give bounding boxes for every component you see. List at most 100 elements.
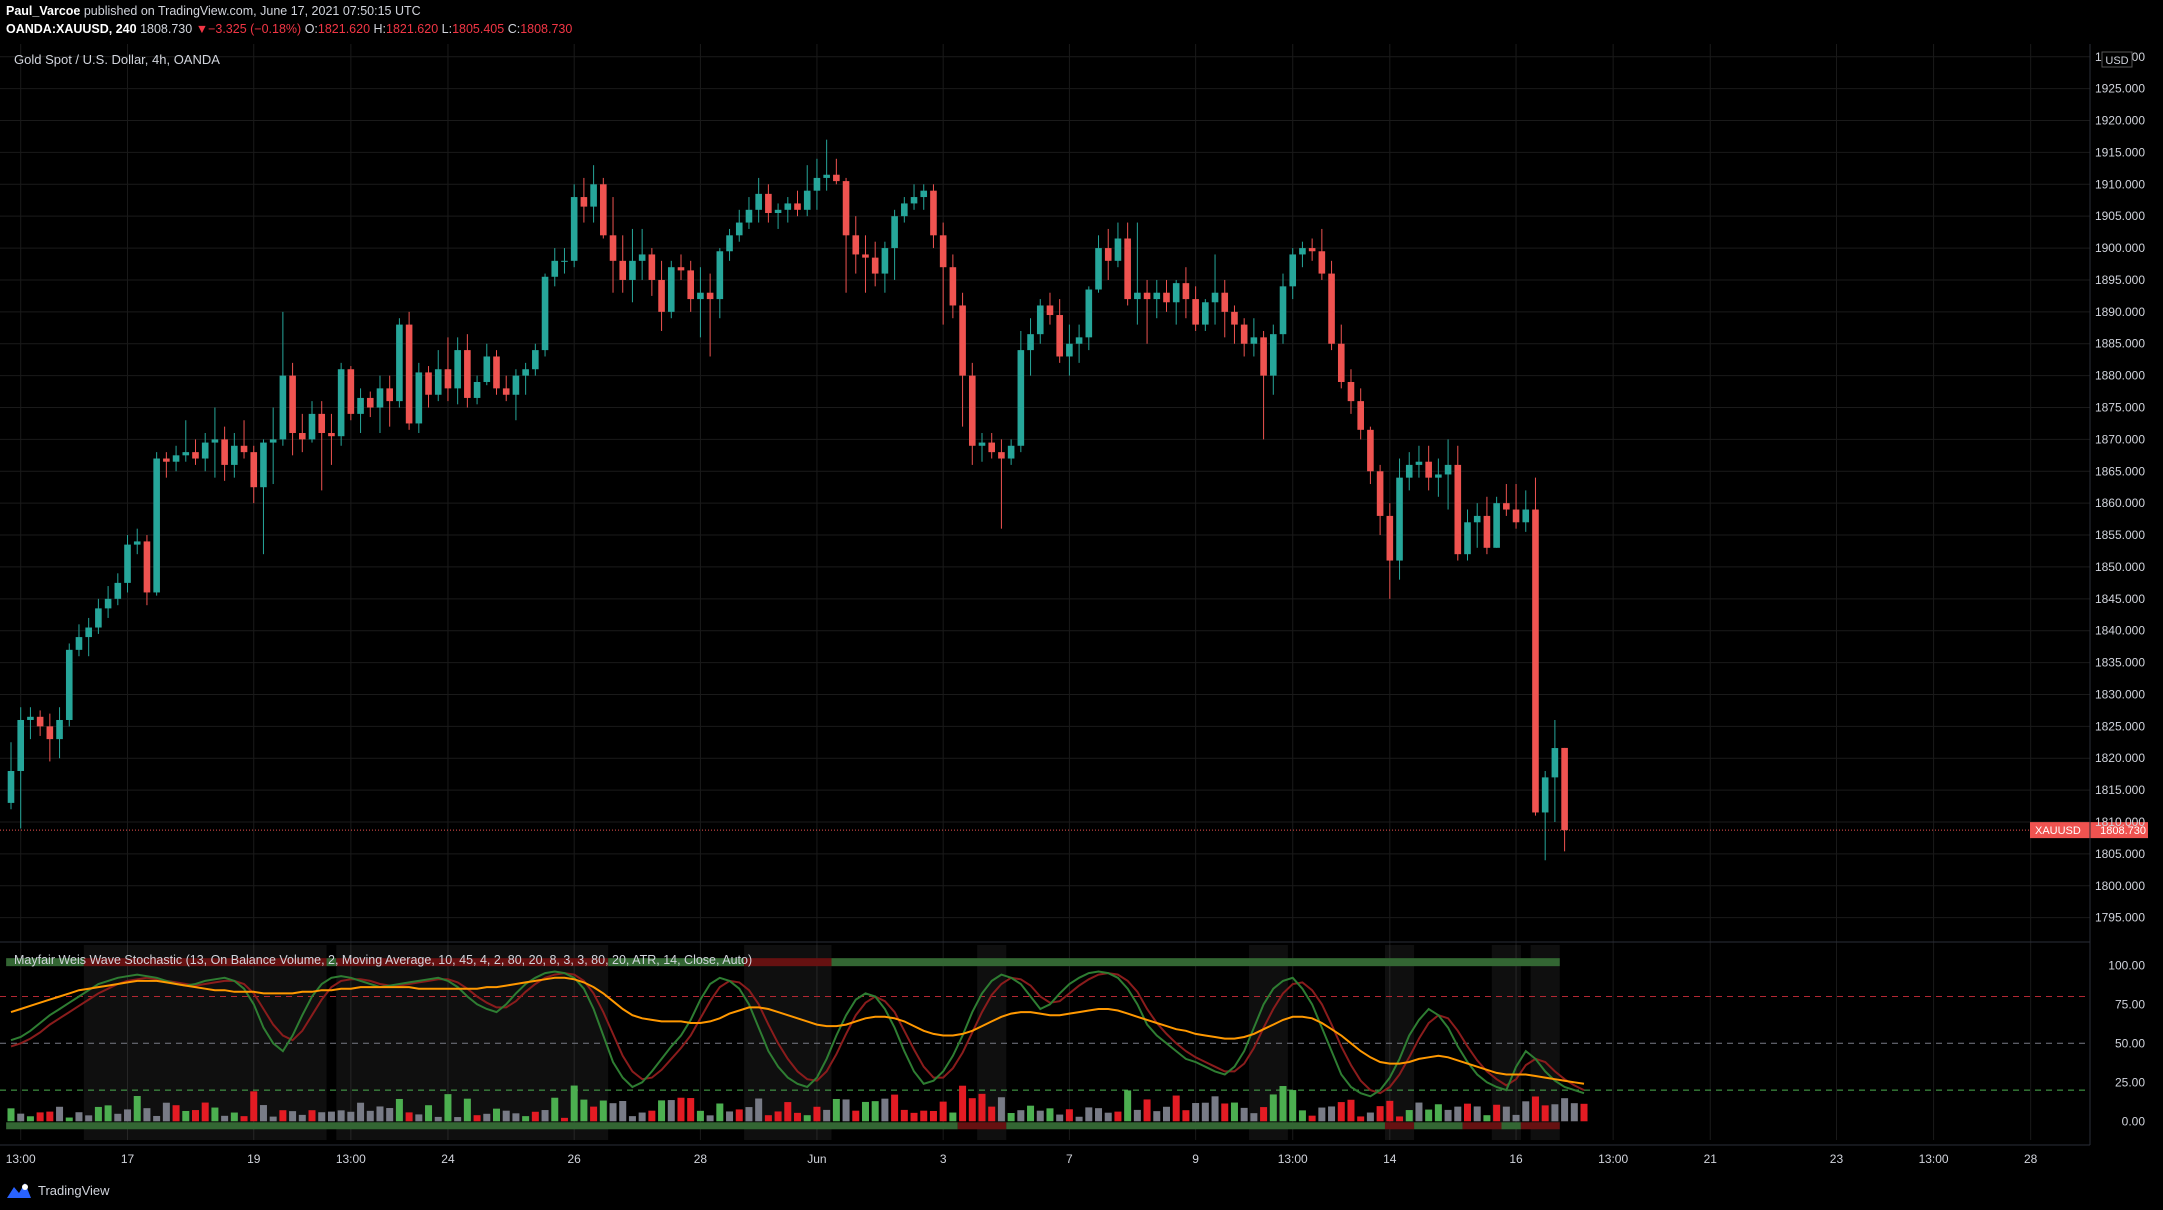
last-price-line: XAUUSD 1808.730: [0, 822, 2148, 839]
candle-body: [56, 719, 63, 740]
candle-body: [250, 452, 258, 488]
candle-body: [803, 190, 811, 210]
indicator-volume-bar: [1201, 1102, 1209, 1122]
candle-body: [1503, 503, 1510, 510]
indicator-volume-bar: [298, 1114, 306, 1122]
indicator-volume-bar: [337, 1110, 345, 1122]
indicator-volume-bar: [1318, 1107, 1326, 1122]
candle-body: [65, 649, 73, 720]
indicator-volume-bar: [386, 1108, 394, 1122]
candle-body: [570, 197, 578, 261]
indicator-bottom-band: [1520, 1122, 1560, 1130]
time-axis-label: 13:00: [6, 1152, 36, 1166]
indicator-volume-bar: [628, 1116, 636, 1122]
indicator-volume-bar: [327, 1111, 335, 1122]
indicator-volume-bar: [347, 1111, 355, 1122]
time-axis-label: 23: [1830, 1152, 1844, 1166]
indicator-axis-label: 50.00: [2115, 1036, 2145, 1050]
price-axis-label: 1810.000: [2095, 815, 2145, 829]
candle-body: [512, 375, 520, 395]
indicator-volume-bar: [1434, 1104, 1442, 1122]
candle-body: [425, 372, 432, 395]
indicator-bottom-band: [1462, 1122, 1502, 1130]
candle-body: [1483, 515, 1491, 548]
indicator-top-band: [744, 958, 832, 967]
ohlc-low-value: 1805.405: [452, 22, 505, 36]
candle-body: [745, 209, 753, 223]
indicator-volume-bar: [1483, 1115, 1491, 1122]
indicator-volume-bar: [36, 1112, 44, 1122]
price-axis-label: 1925.000: [2095, 82, 2145, 96]
symbol-label[interactable]: OANDA:XAUUSD, 240: [6, 22, 137, 36]
candle-body: [260, 442, 267, 488]
indicator-volume-bar: [1531, 1096, 1539, 1122]
candle-body: [1027, 334, 1034, 351]
candle-body: [104, 598, 112, 609]
indicator-volume-bar: [842, 1099, 850, 1122]
indicator-volume-bar: [1289, 1090, 1297, 1122]
candle-body: [1299, 248, 1306, 255]
candle-body: [124, 544, 131, 583]
indicator-volume-bar: [395, 1098, 403, 1122]
candle-body: [609, 235, 617, 261]
candle-body: [1134, 292, 1141, 300]
candle-body: [1017, 350, 1025, 446]
stoch-slow-line: [10, 972, 1585, 1095]
time-axis-label: 13:00: [336, 1152, 366, 1166]
indicator-volume-bar: [590, 1106, 598, 1122]
candle-body: [1454, 464, 1462, 555]
indicator-volume-bar: [764, 1115, 772, 1122]
price-axis-label: 1815.000: [2095, 783, 2145, 797]
indicator-volume-bar: [308, 1110, 316, 1122]
indicator-volume-bar: [26, 1116, 34, 1122]
indicator-volume-bar: [1036, 1110, 1044, 1122]
candle-body: [386, 388, 393, 402]
candle-body: [308, 413, 316, 440]
indicator-volume-bar: [289, 1111, 297, 1122]
candle-body: [1347, 381, 1355, 402]
last-price-value: 1808.730: [2100, 825, 2146, 837]
candle-body: [1036, 305, 1044, 335]
candle-body: [1289, 254, 1297, 287]
candle-body: [765, 193, 772, 213]
candle-body: [240, 445, 248, 453]
candle-body: [1435, 474, 1442, 478]
candle-body: [590, 184, 597, 207]
indicator-volume-bar: [1143, 1099, 1151, 1122]
candle-body: [1192, 299, 1199, 325]
indicator-volume-bar: [56, 1106, 64, 1122]
indicator-volume-bar: [221, 1115, 229, 1122]
candle-body: [1308, 248, 1316, 252]
candle-body: [231, 445, 238, 465]
candle-body: [493, 356, 500, 389]
indicator-volume-bar: [1007, 1113, 1015, 1122]
last-price-symbol: XAUUSD: [2035, 825, 2081, 837]
indicator-volume-bar: [900, 1109, 908, 1122]
tradingview-logo[interactable]: TradingView: [6, 1181, 110, 1199]
indicator-volume-bar: [541, 1110, 549, 1122]
candle-body: [269, 439, 277, 443]
price-change: −3.325 (−0.18%): [208, 22, 302, 36]
chart-canvas[interactable]: XAUUSD 1808.730 1795.0001800.0001805.0001…: [0, 0, 2163, 1177]
indicator-title: Mayfair Weis Wave Stochastic (13, On Bal…: [14, 953, 752, 967]
candle-body: [939, 235, 947, 268]
time-axis-label: 19: [247, 1152, 261, 1166]
time-axis-label: 9: [1192, 1152, 1199, 1166]
indicator-volume-bar: [706, 1115, 714, 1122]
candle-body: [862, 254, 869, 258]
candle-body: [7, 771, 15, 803]
indicator-bottom-band: [1414, 1122, 1463, 1130]
indicator-bottom-band: [1501, 1122, 1521, 1130]
chart-axes: 1795.000 1800.000 1805.000 1810.000 1815.000…: [0, 44, 2145, 1166]
indicator-volume-bar: [405, 1112, 413, 1122]
candlestick-series: [7, 139, 1568, 861]
candle-body: [1444, 464, 1452, 475]
indicator-volume-bar: [1075, 1116, 1083, 1122]
candle-body: [1405, 464, 1413, 478]
indicator-volume-bar: [813, 1106, 821, 1122]
indicator-volume-bar: [1250, 1113, 1258, 1122]
price-axis-label: 1895.000: [2095, 273, 2145, 287]
candle-body: [357, 397, 364, 414]
candle-body: [716, 251, 724, 300]
author-name[interactable]: Paul_Varcoe: [6, 4, 81, 18]
